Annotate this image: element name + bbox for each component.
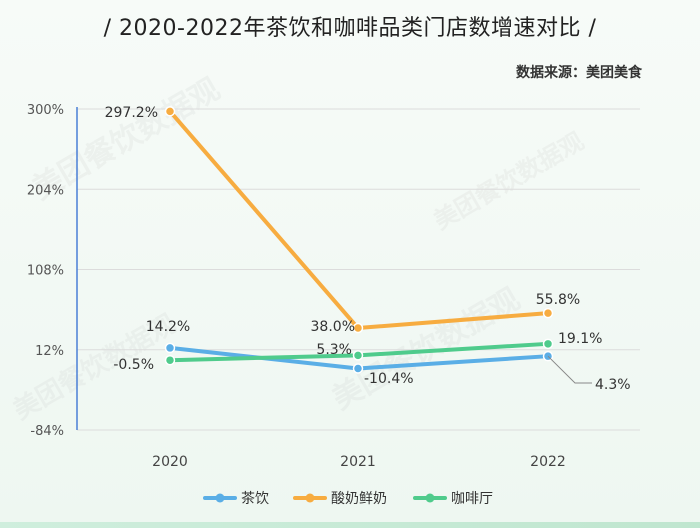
y-tick-label: 204% [27,183,64,198]
legend-marker [215,493,225,503]
legend-marker [305,493,315,503]
data-label: -10.4% [364,371,414,387]
data-label: 55.8% [536,292,580,308]
x-tick-label: 2020 [152,454,188,470]
y-tick-label: -84% [30,424,64,439]
data-point [164,342,176,354]
data-label: 38.0% [311,319,355,335]
y-axis: 300% 204% 108% 12% -84% [27,103,78,439]
x-tick-label: 2021 [340,454,376,470]
legend: 茶饮 酸奶鲜奶 咖啡厅 [203,491,493,507]
x-axis: 2020 2021 2022 [152,454,566,470]
data-source-label: 数据来源：美团美食 [516,65,642,81]
legend-label: 茶饮 [241,491,269,507]
y-tick-label: 300% [27,103,64,118]
data-label: 297.2% [105,105,158,121]
data-labels: 14.2% -10.4% 4.3% 297.2% 38.0% 55.8% -0.5% 5.3%… [105,105,631,393]
legend-label: 酸奶鲜奶 [331,491,387,507]
x-tick-label: 2022 [530,454,566,470]
data-label: -0.5% [113,357,154,373]
data-point [164,106,176,117]
bottom-stripe [0,522,700,528]
data-label: 5.3% [316,342,352,358]
data-point [352,350,364,361]
data-point [352,322,364,334]
data-point [542,307,554,319]
data-point [352,363,364,374]
y-tick-label: 12% [35,344,64,359]
data-point [164,354,176,366]
data-point [542,338,554,350]
chart-title: / 2020-2022年茶饮和咖啡品类门店数增速对比 / [103,16,597,41]
data-label: 4.3% [595,377,631,393]
data-label: 14.2% [146,319,190,335]
legend-label: 咖啡厅 [451,491,493,507]
y-tick-label: 108% [27,264,64,279]
leader-line [547,355,592,384]
data-label: 19.1% [558,331,602,347]
legend-marker [425,493,435,503]
watermark-text: 美团餐饮数据观 [429,127,588,235]
series-layer [164,106,554,374]
